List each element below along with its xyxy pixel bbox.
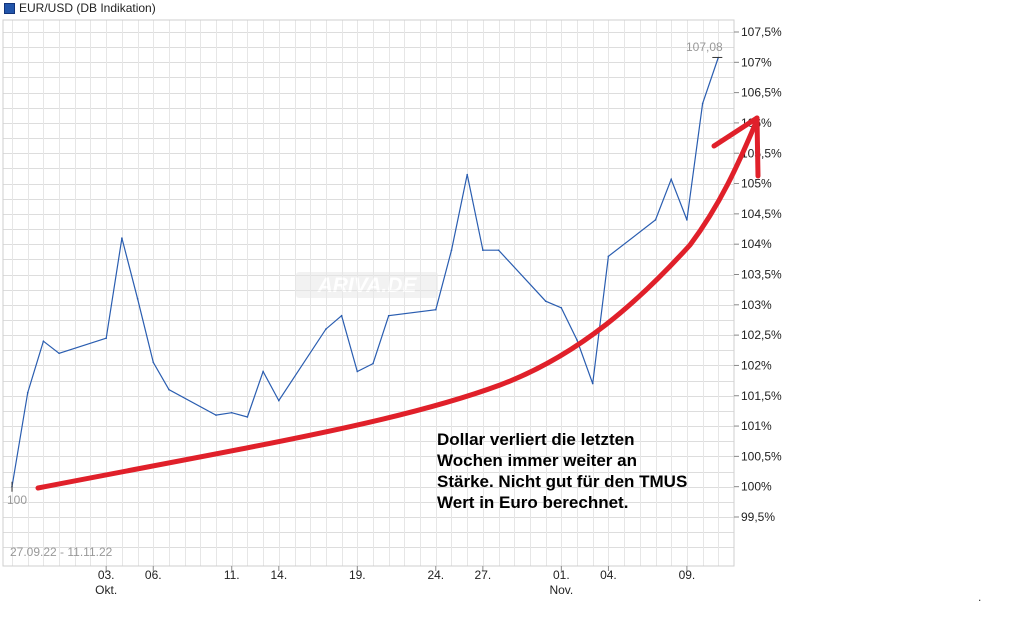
y-tick-label: 102,5% xyxy=(741,328,782,342)
x-tick-label: 14. xyxy=(270,568,287,582)
x-tick-label: 24. xyxy=(427,568,444,582)
trend-arrow-curve xyxy=(35,117,760,491)
legend-swatch xyxy=(4,2,15,14)
data-point xyxy=(26,391,29,394)
y-tick-label: 107% xyxy=(741,55,772,69)
y-tick-label: 99,5% xyxy=(741,510,775,524)
y-tick-label: 107,5% xyxy=(741,25,782,39)
data-point xyxy=(435,308,437,311)
y-tick-label: 104,5% xyxy=(741,207,782,221)
annotation-text: Dollar verliert die letzten Wochen immer… xyxy=(437,429,737,513)
legend-label: EUR/USD (DB Indikation) xyxy=(19,1,156,15)
watermark-text: ARIVA.DE xyxy=(317,274,418,297)
x-tick-label: 06. xyxy=(145,568,162,582)
data-point xyxy=(701,102,704,105)
data-point xyxy=(670,178,672,181)
footnote-dot: . xyxy=(978,590,982,604)
y-tick-label: 102% xyxy=(741,358,772,372)
chart-legend: EUR/USD (DB Indikation) xyxy=(4,1,156,15)
x-axis: 03.Okt. 06. 11. 14. 19. 24. 27. 01.Nov. 04. 09. xyxy=(95,566,695,597)
data-point xyxy=(607,255,610,258)
y-axis: 99,5% 100% 100,5% 101% 101,5% 102% 102,5% 103% 1… xyxy=(734,25,782,524)
data-point xyxy=(42,340,45,343)
x-tick-label: 03. xyxy=(98,568,115,582)
data-point xyxy=(262,370,264,373)
data-point xyxy=(105,337,107,340)
annotation-line-1: Dollar verliert die letzten xyxy=(437,430,635,449)
y-tick-label: 101,5% xyxy=(741,389,782,403)
x-tick-sublabel: Okt. xyxy=(95,583,117,597)
annotation-line-2: Wochen immer weiter an xyxy=(437,451,637,470)
data-point xyxy=(591,382,594,385)
trend-arrow-head-left xyxy=(711,115,760,149)
x-tick-label: 04. xyxy=(600,568,617,582)
y-tick-label: 103,5% xyxy=(741,268,782,282)
series-line xyxy=(11,57,719,487)
watermark: ARIVA.DE xyxy=(296,272,438,298)
y-tick-label: 105,5% xyxy=(741,146,782,160)
data-point xyxy=(136,298,139,300)
y-tick-label: 104% xyxy=(741,237,772,251)
y-tick-label: 101% xyxy=(741,419,772,433)
data-point xyxy=(121,237,123,239)
data-point xyxy=(497,249,500,251)
data-point xyxy=(278,399,280,402)
series-eurusd xyxy=(11,56,723,492)
y-tick-label: 100,5% xyxy=(741,449,782,463)
data-point xyxy=(246,416,249,418)
data-point xyxy=(450,249,453,251)
plot-frame xyxy=(2,19,735,567)
data-point xyxy=(340,314,343,317)
trend-arrow-head-right xyxy=(754,115,761,179)
data-point xyxy=(544,300,547,303)
data-point xyxy=(654,219,657,221)
x-tick-label: 27. xyxy=(475,568,492,582)
data-point xyxy=(576,339,578,341)
data-point xyxy=(560,307,563,309)
data-point xyxy=(58,352,60,355)
data-point xyxy=(466,173,469,176)
y-tick-label: 105% xyxy=(741,177,772,191)
x-tick-label: 11. xyxy=(224,568,240,582)
y-tick-label: 106,5% xyxy=(741,86,782,100)
trend-arrow xyxy=(35,115,761,491)
data-point xyxy=(152,361,155,364)
annotation-line-3: Stärke. Nicht gut für den TMUS xyxy=(437,472,688,491)
data-point xyxy=(387,314,390,317)
data-point xyxy=(325,328,327,330)
x-tick-label: 09. xyxy=(679,568,696,582)
x-tick-label: 01. xyxy=(553,568,570,582)
x-tick-sublabel: Nov. xyxy=(549,583,573,597)
data-point xyxy=(168,388,170,391)
data-point xyxy=(686,219,688,221)
x-tick-label: 19. xyxy=(349,568,366,582)
date-range-label: 27.09.22 - 11.11.22 xyxy=(10,545,113,559)
data-point xyxy=(372,362,374,365)
data-point xyxy=(482,249,484,251)
data-point xyxy=(215,414,217,416)
data-point xyxy=(356,370,359,373)
data-point xyxy=(230,411,233,414)
start-value-label: 100 xyxy=(7,493,27,507)
y-tick-label: 100% xyxy=(741,480,772,494)
y-tick-label: 103% xyxy=(741,298,772,312)
end-value-label: 107,08 xyxy=(686,40,723,54)
annotation-line-4: Wert in Euro berechnet. xyxy=(437,493,629,512)
